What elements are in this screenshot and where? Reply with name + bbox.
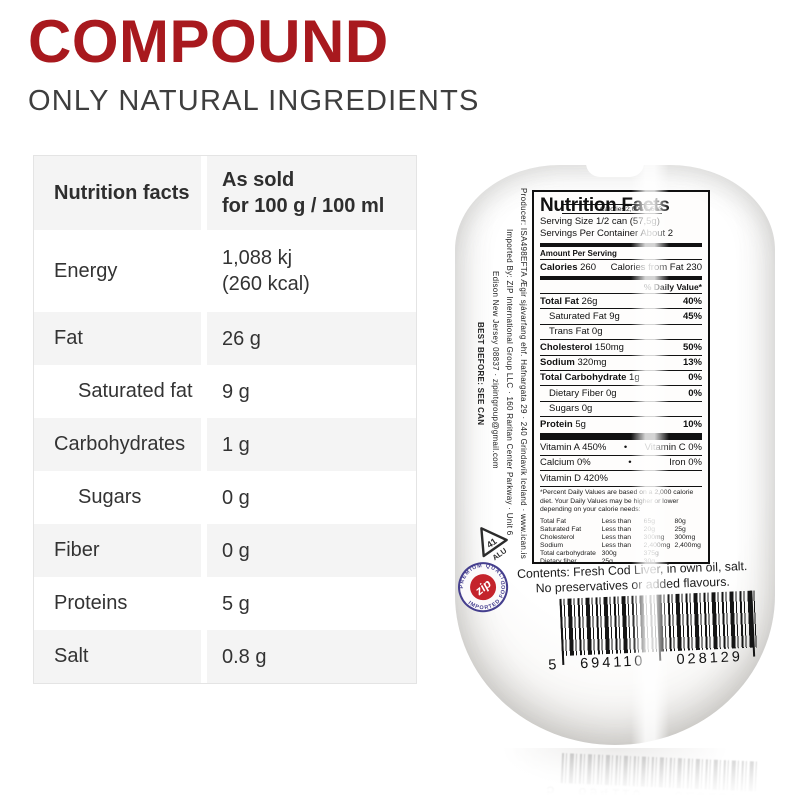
nutrient-row-protein: Protein 5g 10% <box>540 418 702 430</box>
row-label: Sugars <box>78 486 142 508</box>
svg-text:41: 41 <box>485 536 499 550</box>
side-text-address: Edison New Jersey 08837 · zipintgroup@gm… <box>491 271 500 469</box>
divider-bar <box>540 276 702 280</box>
daily-value-footnote: *Percent Daily Values are based on a 2,0… <box>540 488 694 514</box>
photo-glare-highlight <box>631 165 669 745</box>
row-label: Fat <box>54 327 83 349</box>
nutrient-row-sugars: Sugars 0g <box>540 402 702 418</box>
side-text-best-before: BEST BEFORE: SEE CAN <box>476 322 485 426</box>
row-label: Proteins <box>54 592 128 614</box>
row-value: 26 g <box>222 327 261 350</box>
col2-header-line1: As sold <box>222 169 295 191</box>
row-label: Carbohydrates <box>54 433 186 455</box>
table-row-proteins: Proteins 5 g <box>34 577 416 630</box>
page-title: COMPOUND <box>28 8 389 75</box>
nutrient-row-total-carbohydrate: Total Carbohydrate 1g0% <box>540 371 702 387</box>
divider-bar <box>540 243 702 247</box>
row-value: 0 g <box>222 539 250 562</box>
table-header-col2: As sold for 100 g / 100 ml <box>207 156 416 230</box>
thick-divider-bar <box>540 432 702 440</box>
table-row-energy: Energy 1,088 kj (260 kcal) <box>34 230 416 312</box>
column-gap <box>201 156 207 230</box>
row-value: 1,088 kj <box>222 247 293 269</box>
col1-header-label: Nutrition facts <box>54 181 190 204</box>
product-can-back-photo: Producer: ISA498EFTA Ægir sjávarfang ehf… <box>446 163 775 745</box>
calories-row: Calories 260 Calories from Fat 230 <box>540 260 702 274</box>
row-value: 0.8 g <box>222 645 267 668</box>
row-value: 9 g <box>222 380 250 403</box>
reference-row: Total carbohydrate300g375g <box>540 549 659 557</box>
nutrient-row-trans-fat: Trans Fat 0g <box>540 325 702 341</box>
nutrient-row-total-fat: Total Fat 26g 40% <box>540 294 702 310</box>
table-row-salt: Salt 0.8 g <box>34 630 416 683</box>
nutrient-row-cholesterol: Cholesterol 150mg 50% <box>540 340 702 356</box>
page-subtitle: ONLY NATURAL INGREDIENTS <box>28 85 480 117</box>
table-header-row: Nutrition facts As sold for 100 g / 100 … <box>34 156 416 230</box>
zip-brand-badge-icon: PREMIUM QUALITY IMPORTED FOOD zip <box>446 550 519 625</box>
table-row-saturated-fat: Saturated fat 9 g <box>34 365 416 418</box>
row-label: Salt <box>54 645 89 667</box>
page-header: COMPOUND ONLY NATURAL INGREDIENTS <box>28 12 480 118</box>
vitamin-row-3: Vitamin D 420% <box>540 471 702 487</box>
nutrient-row-dietary-fiber: Dietary Fiber 0g 0% <box>540 386 702 402</box>
row-value: 1 g <box>222 433 250 456</box>
row-label: Fiber <box>54 539 100 561</box>
calories-value: Calories 260 <box>540 262 596 273</box>
table-row-fat: Fat 26 g <box>34 312 416 365</box>
reflection-fade <box>455 748 775 800</box>
can-reflection: 5 694110 028129 <box>455 748 775 800</box>
serving-size: Serving Size 1/2 can (57,5g) <box>540 215 660 227</box>
vitamin-row-1: Vitamin A 450% • Vitamin C 0% <box>540 441 702 456</box>
alu-recycling-icon: 41 ALU <box>465 515 519 571</box>
side-text-producer: Producer: ISA498EFTA Ægir sjávarfang ehf… <box>519 188 528 560</box>
can-top-notch <box>586 163 644 177</box>
daily-value-header: % Daily Value* <box>540 281 702 294</box>
nutrient-row-saturated-fat: Saturated Fat 9g 45% <box>540 309 702 325</box>
side-text-importer: Imported By: ZIP International Group LLC… <box>505 229 514 536</box>
row-label: Saturated fat <box>78 380 193 402</box>
row-value: 0 g <box>222 486 250 509</box>
table-header-col1: Nutrition facts <box>34 156 201 230</box>
fda-nutrition-label: Nutrition Facts Serving Size 1/2 can (57… <box>532 190 710 564</box>
row-value: 5 g <box>222 592 250 615</box>
row-label: Energy <box>54 259 118 282</box>
servings-per-container: Servings Per Container About 2 <box>540 228 674 240</box>
row-value-line2: (260 kcal) <box>222 273 310 295</box>
table-row-carbohydrates: Carbohydrates 1 g <box>34 418 416 471</box>
nutrition-facts-table: Nutrition facts As sold for 100 g / 100 … <box>33 155 417 684</box>
nutrient-row-sodium: Sodium 320mg 13% <box>540 356 702 371</box>
amount-per-serving: Amount Per Serving <box>540 248 702 260</box>
vitamin-row-2: Calcium 0% • Iron 0% <box>540 456 702 472</box>
table-row-sugars: Sugars 0 g <box>34 471 416 524</box>
table-row-fiber: Fiber 0 g <box>34 524 416 577</box>
col2-header-line2: for 100 g / 100 ml <box>222 195 385 217</box>
